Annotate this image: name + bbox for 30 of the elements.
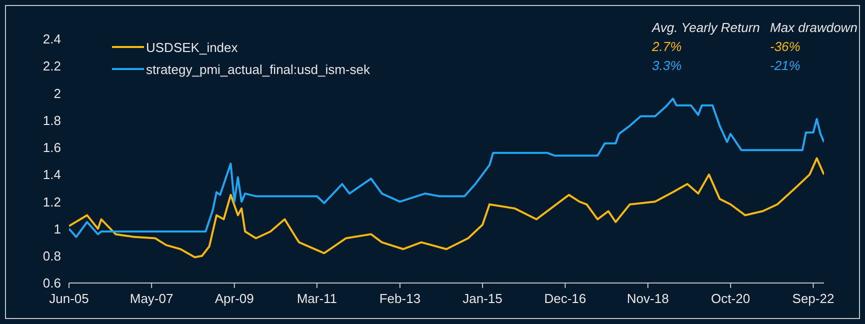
y-tick-label: 2	[54, 86, 61, 101]
x-tick-label: May-07	[130, 291, 174, 306]
annotation: 3.3%	[652, 58, 683, 73]
text: Max drawdown	[770, 20, 858, 35]
x-tick-label: Sep-22	[792, 291, 834, 306]
line-series	[69, 98, 824, 238]
legend-label: strategy_pmi_actual_final:usd_ism-sek	[146, 62, 370, 76]
x-tick-label: Dec-16	[544, 291, 586, 306]
y-tick-label: 2.4	[42, 32, 61, 47]
annotation: -21%	[770, 58, 802, 73]
y-tick-label: 2.2	[42, 58, 61, 74]
annotation: -36%	[770, 39, 802, 54]
line-series	[69, 157, 824, 258]
y-tick-label: 1.6	[42, 140, 61, 156]
y-tick-label: 1.4	[42, 167, 61, 182]
y-tick-label: 1	[54, 221, 61, 236]
y-tick-label: 1.8	[42, 112, 61, 128]
text: Avg. Yearly Return	[652, 20, 761, 35]
x-tick-label: Jun-05	[49, 291, 89, 306]
annotation: 2.7%	[652, 39, 683, 54]
y-tick-label: 0.6	[42, 276, 61, 291]
y-tick-label: 1.2	[42, 194, 61, 210]
x-tick-label: Oct-20	[711, 291, 750, 306]
x-tick-label: Nov-18	[626, 291, 669, 306]
x-tick-label: Jan-15	[462, 291, 502, 306]
legend-label: USDSEK_index	[146, 40, 238, 54]
x-tick-label: Mar-11	[296, 291, 338, 306]
y-tick-label: 0.8	[42, 248, 61, 264]
x-tick-label: Feb-13	[379, 291, 421, 306]
x-tick-label: Apr-09	[214, 291, 254, 306]
